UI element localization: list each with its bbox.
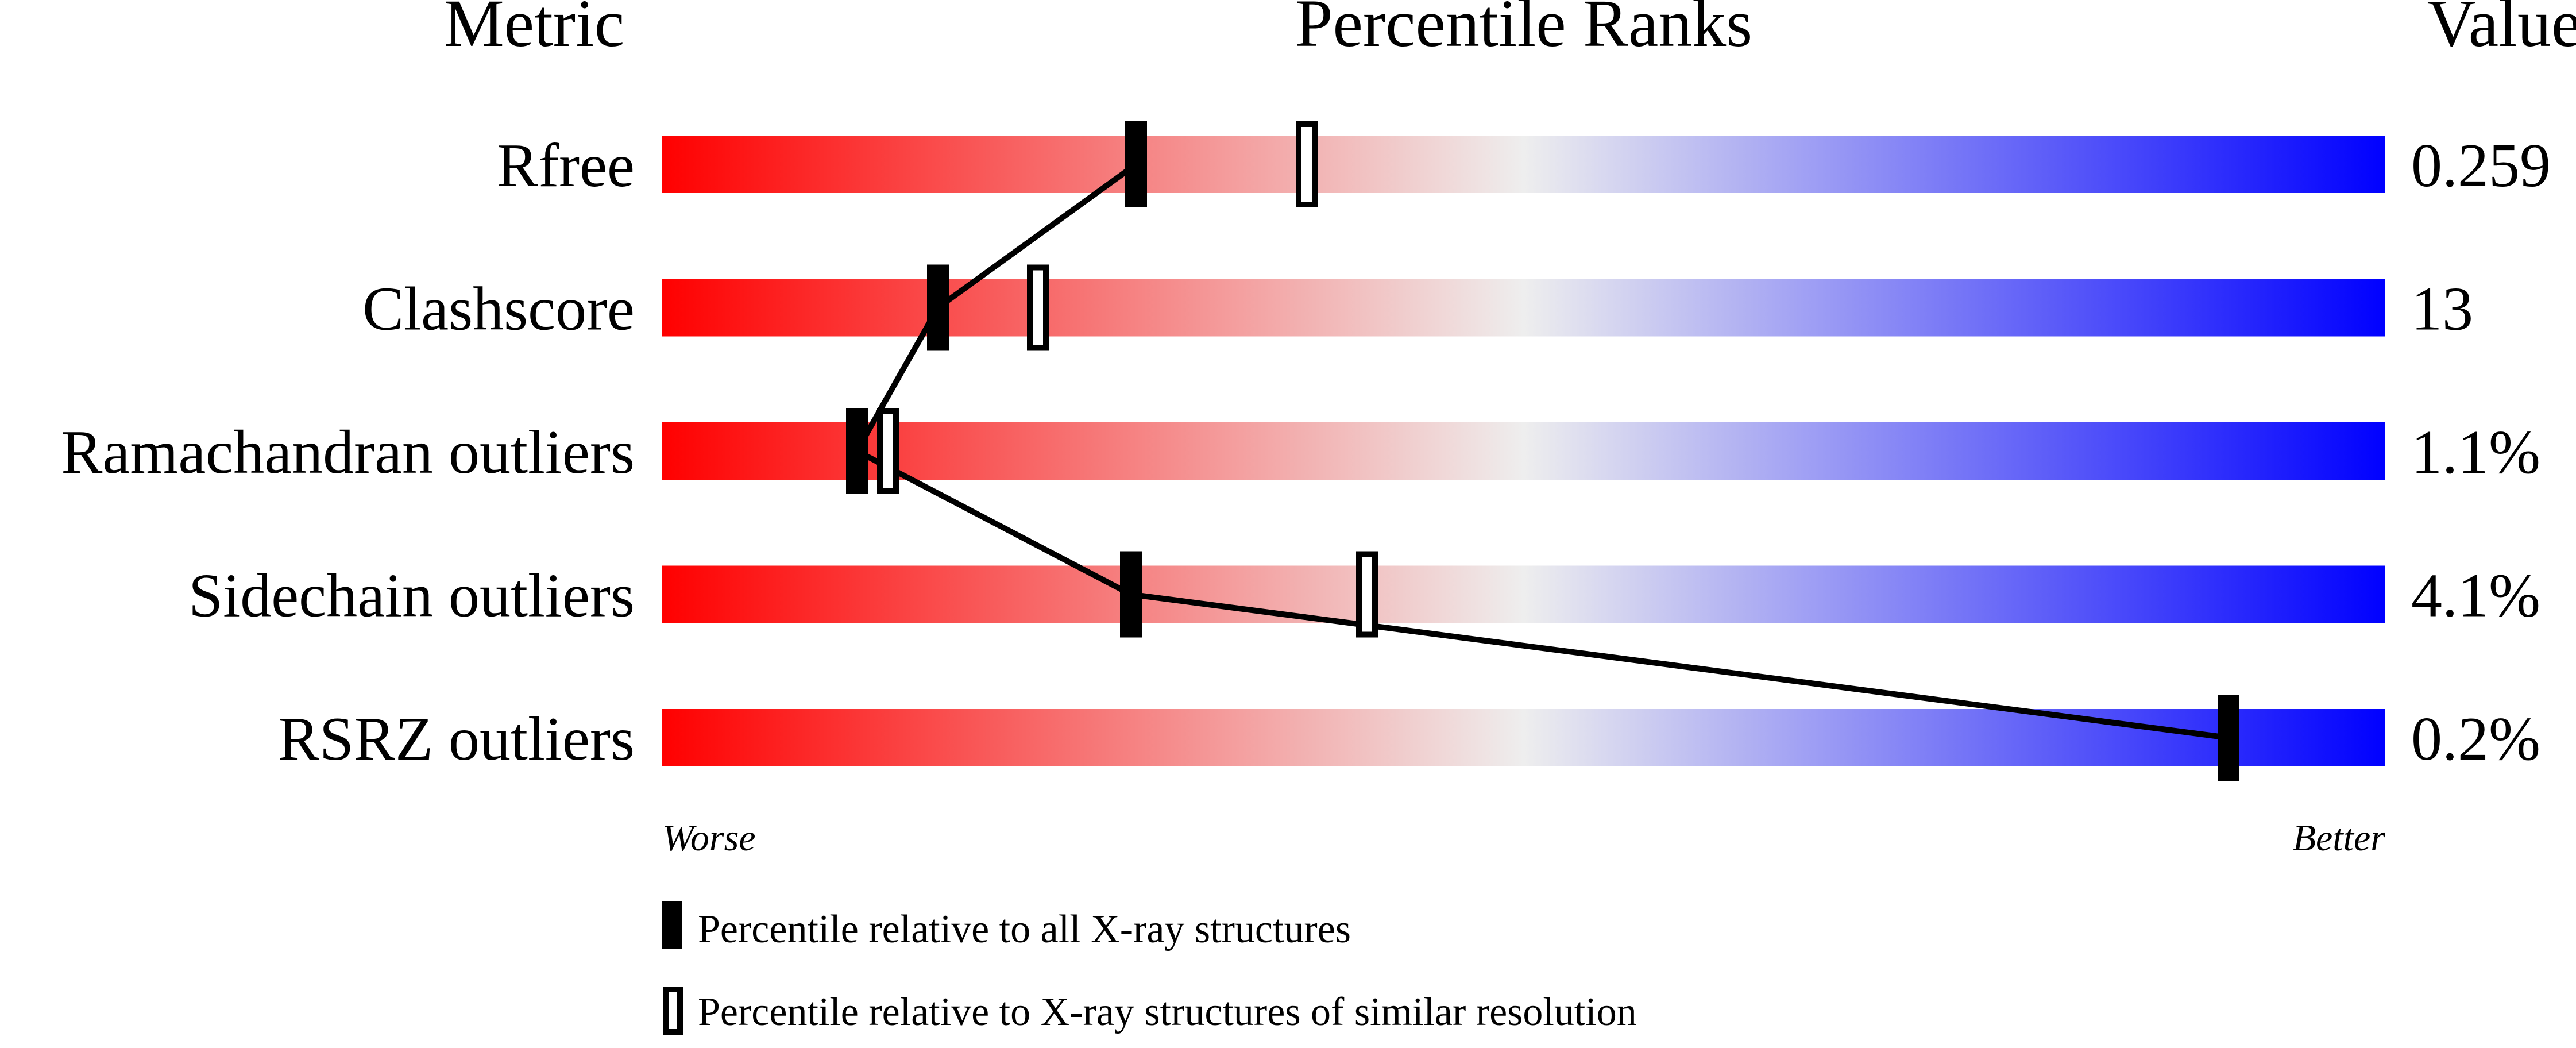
metric-value: 0.2% — [2411, 705, 2540, 773]
similar-resolution-marker — [1296, 121, 1318, 207]
all-structures-marker — [1120, 551, 1142, 638]
metric-value: 13 — [2411, 275, 2473, 344]
metric-label: Sidechain outliers — [188, 562, 635, 630]
metric-value: 4.1% — [2411, 562, 2540, 630]
metric-label: Ramachandran outliers — [61, 418, 635, 487]
all-structures-marker — [846, 408, 868, 494]
legend-open-label: Percentile relative to X-ray structures … — [698, 990, 1637, 1034]
all-structures-marker — [2218, 695, 2239, 781]
worse-label: Worse — [662, 817, 756, 859]
percentile-bar — [662, 136, 2385, 193]
similar-resolution-marker — [877, 408, 899, 494]
legend-filled-marker — [662, 901, 682, 949]
similar-resolution-marker — [1027, 264, 1049, 351]
percentile-bar — [662, 422, 2385, 480]
percentile-bar — [662, 279, 2385, 337]
all-structures-marker — [927, 264, 949, 351]
metric-label: Clashscore — [362, 275, 635, 344]
legend-open-marker — [663, 987, 683, 1035]
all-structures-marker — [1125, 121, 1147, 207]
metric-value: 0.259 — [2411, 132, 2551, 200]
better-label: Better — [2293, 817, 2386, 859]
metric-label: Rfree — [497, 132, 635, 200]
legend-filled-label: Percentile relative to all X-ray structu… — [698, 907, 1351, 951]
similar-resolution-marker — [1356, 551, 1378, 638]
metric-value: 1.1% — [2411, 418, 2540, 487]
header-percentile-ranks: Percentile Ranks — [1295, 0, 1752, 61]
metric-label: RSRZ outliers — [278, 705, 635, 773]
percentile-bar — [662, 565, 2385, 623]
header-value: Value — [2427, 0, 2576, 61]
header-metric: Metric — [444, 0, 625, 61]
percentile-bar — [662, 709, 2385, 766]
